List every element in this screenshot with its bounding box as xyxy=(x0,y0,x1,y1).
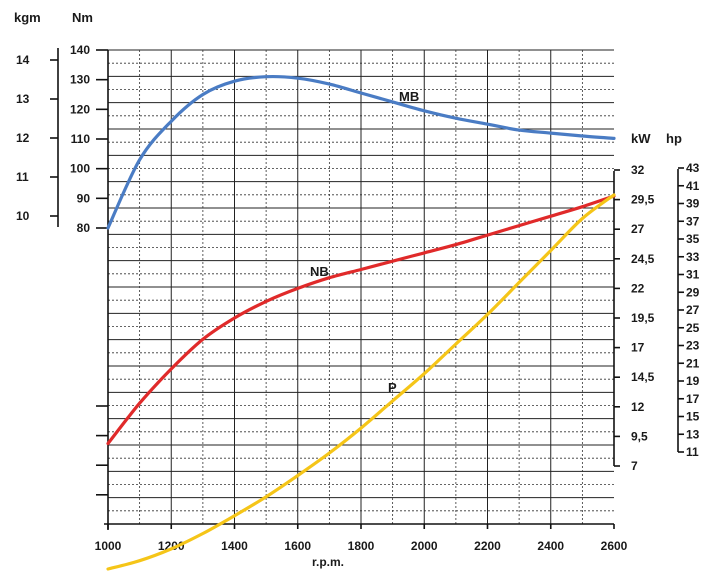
hp-tick-label: 41 xyxy=(686,179,700,193)
chart-axes: 1000 1200 1400 1600 1800 2000 2200 2400 2600 80 90… xyxy=(16,43,700,553)
kw-tick-label: 19,5 xyxy=(631,311,655,325)
nm-tick-label: 90 xyxy=(77,191,91,205)
kw-tick-label: 17 xyxy=(631,341,645,355)
hp-tick-label: 33 xyxy=(686,250,700,264)
kgm-tick-label: 14 xyxy=(16,53,30,67)
series-label-mb: MB xyxy=(399,89,419,104)
x-tick-label: 1800 xyxy=(348,539,375,553)
hp-tick-label: 35 xyxy=(686,232,700,246)
x-tick-label: 2600 xyxy=(601,539,628,553)
x-tick-label: 2200 xyxy=(474,539,501,553)
x-tick-label: 2400 xyxy=(537,539,564,553)
x-tick-label: 1400 xyxy=(221,539,248,553)
x-tick-label: 1600 xyxy=(284,539,311,553)
hp-tick-label: 21 xyxy=(686,356,700,370)
hp-tick-label: 37 xyxy=(686,214,700,228)
kw-tick-label: 14,5 xyxy=(631,370,655,384)
hp-tick-label: 31 xyxy=(686,268,700,282)
x-tick-label: 2000 xyxy=(411,539,438,553)
kw-tick-label: 24,5 xyxy=(631,252,655,266)
hp-tick-label: 17 xyxy=(686,392,700,406)
series-line-mb xyxy=(106,74,616,230)
hp-tick-label: 19 xyxy=(686,374,700,388)
series-label-nb: NB xyxy=(310,264,329,279)
hp-axis-label: hp xyxy=(666,131,682,146)
nm-tick-label: 130 xyxy=(70,73,90,87)
x-tick-label: 1000 xyxy=(95,539,122,553)
kw-tick-label: 9,5 xyxy=(631,429,648,443)
kw-axis-label: kW xyxy=(631,131,651,146)
hp-tick-label: 25 xyxy=(686,321,700,335)
hp-tick-label: 13 xyxy=(686,427,700,441)
kw-tick-label: 32 xyxy=(631,163,645,177)
chart-grid xyxy=(108,49,614,525)
kw-tick-label: 7 xyxy=(631,459,638,473)
series-line-nb xyxy=(106,194,616,446)
x-axis-label: r.p.m. xyxy=(312,555,344,569)
nm-axis-label: Nm xyxy=(72,10,93,25)
kgm-tick-label: 10 xyxy=(16,209,30,223)
chart-labels: kgm Nm kW hp r.p.m. MB NB P xyxy=(14,10,682,569)
kw-tick-label: 29,5 xyxy=(631,193,655,207)
nm-tick-label: 120 xyxy=(70,102,90,116)
hp-tick-label: 27 xyxy=(686,303,700,317)
kgm-tick-label: 13 xyxy=(16,92,30,106)
hp-tick-label: 39 xyxy=(686,197,700,211)
x-tick-label: 1200 xyxy=(158,539,185,553)
nm-tick-label: 110 xyxy=(71,132,91,146)
series-line-p xyxy=(106,193,616,571)
nm-tick-label: 80 xyxy=(77,221,91,235)
kw-tick-label: 27 xyxy=(631,222,645,236)
hp-tick-label: 29 xyxy=(686,285,700,299)
kgm-axis-label: kgm xyxy=(14,10,41,25)
hp-tick-label: 15 xyxy=(686,410,700,424)
series-label-p: P xyxy=(388,380,397,395)
kw-tick-label: 22 xyxy=(631,281,645,295)
hp-tick-label: 23 xyxy=(686,339,700,353)
kw-tick-label: 12 xyxy=(631,400,645,414)
kgm-tick-label: 11 xyxy=(16,170,29,184)
nm-tick-label: 100 xyxy=(70,162,90,176)
hp-tick-label: 43 xyxy=(686,161,700,175)
kgm-tick-label: 12 xyxy=(16,131,30,145)
chart-series xyxy=(106,74,616,571)
hp-tick-label: 11 xyxy=(686,445,699,459)
nm-tick-label: 140 xyxy=(70,43,90,57)
